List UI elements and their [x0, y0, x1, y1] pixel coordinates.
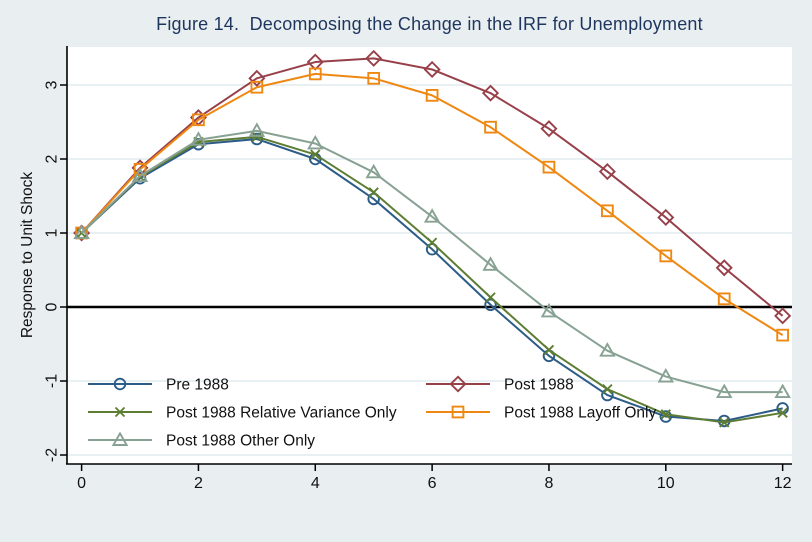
- data-point-post-1988-relative-variance-only: [719, 417, 730, 428]
- chart-title: Figure 14. Decomposing the Change in the…: [156, 14, 703, 34]
- data-point-post-1988-relative-variance-only: [485, 292, 496, 303]
- data-point-post-1988-other-only: [423, 208, 441, 223]
- data-point-post-1988-layoff-only: [601, 204, 614, 218]
- series-line-post-1988: [80, 57, 784, 317]
- data-point-post-1988-relative-variance-only: [777, 407, 788, 418]
- y-tick-label: 1: [44, 228, 61, 237]
- data-point-post-1988-other-only: [131, 167, 149, 182]
- legend-label-post-1988-relative-variance-only: Post 1988 Relative Variance Only: [166, 405, 397, 422]
- legend-marker-post-1988-layoff-only: [451, 405, 465, 419]
- legend-marker-post-1988-other-only: [111, 431, 129, 446]
- x-tick-label: 8: [545, 475, 554, 492]
- data-point-post-1988-other-only: [307, 134, 324, 150]
- series-line-post-1988-layoff-only: [80, 72, 784, 336]
- data-point-post-1988: [540, 120, 558, 138]
- data-point-post-1988-other-only: [715, 383, 733, 399]
- data-point-post-1988-other-only: [365, 163, 382, 179]
- data-point-post-1988-relative-variance-only: [543, 344, 555, 356]
- data-point-post-1988-relative-variance-only: [310, 149, 321, 160]
- y-tick-label: -2: [44, 448, 61, 462]
- series-line-post-1988-other-only: [80, 129, 783, 394]
- y-tick-label: 3: [44, 80, 61, 89]
- data-point-pre-1988: [367, 192, 380, 206]
- data-point-post-1988-other-only: [599, 342, 616, 357]
- data-point-post-1988: [481, 84, 500, 102]
- data-point-post-1988-layoff-only: [484, 120, 497, 134]
- data-point-post-1988-layoff-only: [250, 80, 264, 94]
- data-point-post-1988-relative-variance-only: [368, 187, 379, 198]
- legend-label-pre-1988: Pre 1988: [166, 377, 229, 394]
- legend-marker-post-1988: [449, 375, 467, 393]
- data-point-post-1988-other-only: [540, 302, 558, 318]
- x-tick-label: 12: [774, 475, 792, 492]
- x-tick-label: 0: [77, 475, 86, 492]
- data-point-post-1988-other-only: [657, 368, 675, 383]
- data-point-post-1988-layoff-only: [717, 292, 731, 306]
- data-point-post-1988-layoff-only: [192, 113, 205, 127]
- data-point-post-1988-layoff-only: [367, 71, 381, 85]
- legend-label-post-1988-layoff-only: Post 1988 Layoff Only: [504, 405, 656, 422]
- data-point-post-1988-other-only: [248, 122, 266, 137]
- data-point-post-1988-other-only: [774, 383, 791, 399]
- plot-area: [67, 47, 792, 464]
- legend-marker-pre-1988: [113, 377, 127, 391]
- data-point-post-1988-layoff-only: [308, 67, 322, 81]
- data-point-post-1988-other-only: [190, 131, 207, 146]
- y-tick-label: 2: [44, 154, 61, 163]
- data-point-post-1988-layoff-only: [133, 163, 147, 176]
- data-point-post-1988-other-only: [73, 224, 90, 239]
- data-point-post-1988: [423, 60, 441, 79]
- data-point-post-1988: [774, 307, 792, 325]
- x-tick-label: 6: [428, 475, 437, 492]
- data-point-post-1988-layoff-only: [542, 160, 556, 174]
- data-point-post-1988-layoff-only: [659, 249, 673, 263]
- data-point-post-1988-relative-variance-only: [602, 383, 613, 395]
- data-point-post-1988-layoff-only: [776, 328, 789, 342]
- y-tick-label: 0: [44, 302, 61, 311]
- legend-label-post-1988: Post 1988: [504, 377, 574, 394]
- legend-label-post-1988-other-only: Post 1988 Other Only: [166, 433, 315, 450]
- data-point-post-1988-relative-variance-only: [660, 409, 671, 420]
- x-tick-label: 4: [311, 475, 320, 492]
- data-point-pre-1988: [659, 410, 673, 423]
- y-tick-label: -1: [44, 374, 61, 388]
- data-point-post-1988: [657, 208, 675, 227]
- x-tick-label: 10: [657, 475, 675, 492]
- data-point-post-1988-layoff-only: [425, 89, 439, 102]
- data-point-post-1988: [248, 69, 266, 87]
- x-tick-label: 2: [194, 475, 203, 492]
- data-point-pre-1988: [484, 298, 497, 312]
- data-point-post-1988: [598, 163, 616, 181]
- data-point-post-1988-relative-variance-only: [426, 237, 438, 248]
- data-point-post-1988: [365, 49, 383, 67]
- legend-marker-post-1988-relative-variance-only: [114, 406, 126, 418]
- data-point-post-1988: [715, 259, 733, 277]
- data-point-post-1988-other-only: [482, 256, 499, 271]
